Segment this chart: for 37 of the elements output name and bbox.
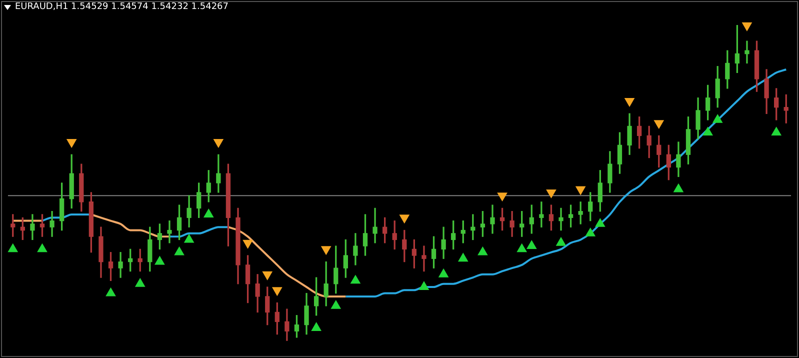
point: [654, 120, 664, 129]
point: [8, 244, 18, 252]
point: [331, 300, 341, 309]
point: [66, 139, 76, 148]
point: [624, 98, 634, 106]
point: [37, 244, 48, 252]
point: [772, 127, 782, 136]
point: [106, 288, 116, 296]
candlestick: [167, 220, 172, 244]
point: [517, 244, 527, 252]
candlestick: [539, 202, 544, 228]
candlestick: [558, 208, 564, 231]
point: [586, 228, 596, 236]
point: [556, 237, 566, 246]
point: [742, 22, 752, 31]
candlestick: [578, 202, 583, 224]
point: [154, 256, 165, 265]
point: [526, 240, 536, 250]
point: [204, 209, 214, 218]
point: [458, 253, 468, 262]
point: [438, 268, 448, 278]
point: [595, 218, 605, 227]
point: [478, 246, 488, 256]
candlestick: [422, 246, 426, 272]
point: [419, 282, 429, 290]
chart-title: EURAUD,H1 1.54529 1.54574 1.54232 1.54267: [15, 2, 229, 12]
candlestick: [490, 204, 495, 234]
candlestick: [744, 40, 750, 64]
point: [311, 322, 322, 331]
point: [214, 139, 224, 148]
point: [174, 246, 184, 256]
point: [135, 278, 145, 287]
point: [674, 184, 684, 192]
point: [184, 234, 194, 243]
point: [703, 127, 713, 136]
candlestick: [372, 208, 378, 244]
point: [350, 275, 360, 284]
